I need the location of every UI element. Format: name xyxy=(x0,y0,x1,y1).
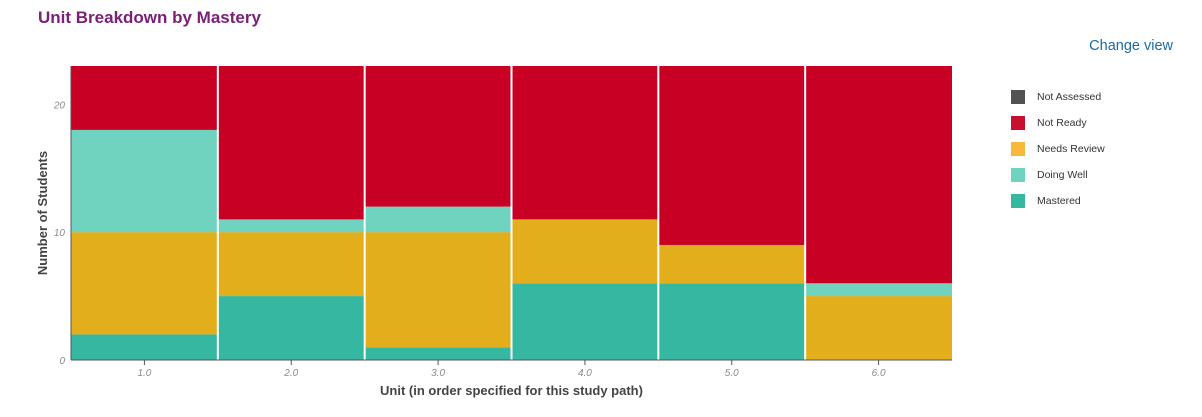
legend-swatch xyxy=(1011,90,1025,104)
legend-label: Doing Well xyxy=(1037,169,1088,181)
bar-needs-review xyxy=(511,219,659,284)
x-axis-title: Unit (in order specified for this study … xyxy=(380,383,643,398)
legend-item-mastered[interactable]: Mastered xyxy=(1011,188,1105,214)
bar-needs-review xyxy=(71,232,218,335)
bar-not-ready xyxy=(217,66,365,220)
bar-not-ready xyxy=(805,66,952,284)
bar-not-ready xyxy=(71,66,218,130)
x-tick-label: 4.0 xyxy=(578,368,592,379)
y-tick-label: 10 xyxy=(54,228,66,239)
legend-item-needs-review[interactable]: Needs Review xyxy=(1011,136,1105,162)
y-tick-label: 20 xyxy=(53,100,66,111)
bar-doing-well xyxy=(364,206,512,233)
legend-swatch xyxy=(1011,194,1025,208)
bar-doing-well xyxy=(805,283,952,297)
bar-not-ready xyxy=(511,66,659,220)
bar-mastered xyxy=(511,283,659,360)
legend-label: Needs Review xyxy=(1037,143,1105,155)
x-tick-label: 1.0 xyxy=(137,368,151,379)
bar-needs-review xyxy=(217,232,365,297)
legend-label: Mastered xyxy=(1037,195,1081,207)
bar-mastered xyxy=(217,296,365,360)
legend-label: Not Ready xyxy=(1037,117,1087,129)
y-tick-label: 0 xyxy=(59,356,65,367)
change-view-link[interactable]: Change view xyxy=(1089,38,1173,54)
bar-mastered xyxy=(364,347,512,360)
bar-needs-review xyxy=(805,296,952,360)
x-tick-label: 6.0 xyxy=(872,368,886,379)
chart-title: Unit Breakdown by Mastery xyxy=(38,8,261,27)
bar-mastered xyxy=(71,334,218,360)
legend-swatch xyxy=(1011,168,1025,182)
legend-swatch xyxy=(1011,116,1025,130)
bar-doing-well xyxy=(217,219,365,233)
legend-item-not-ready[interactable]: Not Ready xyxy=(1011,110,1105,136)
bar-mastered xyxy=(658,283,806,360)
legend-label: Not Assessed xyxy=(1037,91,1102,103)
bar-not-ready xyxy=(364,66,512,207)
legend-item-doing-well[interactable]: Doing Well xyxy=(1011,162,1105,188)
bar-needs-review xyxy=(658,244,806,284)
bar-not-ready xyxy=(658,66,806,245)
bar-doing-well xyxy=(71,129,218,233)
x-tick-label: 3.0 xyxy=(431,368,445,379)
x-tick-label: 5.0 xyxy=(725,368,739,379)
bar-needs-review xyxy=(364,232,512,348)
legend-swatch xyxy=(1011,142,1025,156)
legend: Not Assessed Not Ready Needs Review Doing W… xyxy=(1011,84,1105,214)
legend-item-not-assessed[interactable]: Not Assessed xyxy=(1011,84,1105,110)
y-axis-title: Number of Students xyxy=(35,151,50,275)
x-tick-label: 2.0 xyxy=(283,368,298,379)
